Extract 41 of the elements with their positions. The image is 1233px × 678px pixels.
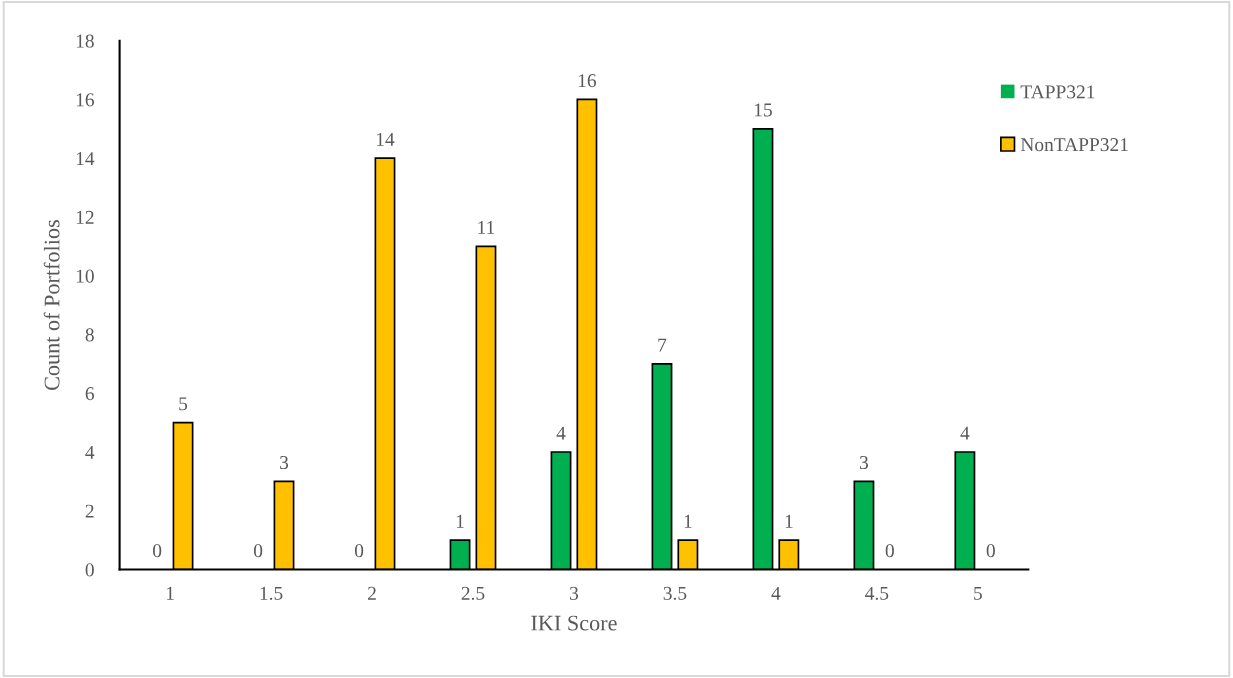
data-label: 0 bbox=[354, 544, 364, 558]
y-tick-label: 4 bbox=[85, 445, 95, 459]
data-label: 15 bbox=[754, 103, 772, 117]
y-tick-label: 12 bbox=[76, 210, 94, 224]
data-label: 4 bbox=[556, 426, 566, 440]
y-tick-label: 6 bbox=[85, 387, 95, 401]
data-label: 0 bbox=[253, 544, 263, 558]
data-label: 3 bbox=[280, 456, 289, 470]
legend-label: NonTAPP321 bbox=[1020, 138, 1128, 152]
y-axis-title: Count of Portfolios bbox=[43, 220, 60, 390]
data-label: 0 bbox=[986, 544, 995, 558]
data-label: 0 bbox=[885, 544, 894, 558]
y-tick-label: 18 bbox=[76, 34, 94, 48]
x-tick-label: 4 bbox=[771, 586, 781, 600]
x-tick-label: 2 bbox=[368, 586, 376, 600]
y-tick-label: 0 bbox=[85, 563, 94, 577]
y-tick-label: 2 bbox=[85, 504, 94, 518]
x-tick-label: 1.5 bbox=[260, 586, 283, 600]
data-label: 5 bbox=[179, 397, 188, 411]
y-tick-label: 8 bbox=[85, 328, 94, 342]
data-label: 7 bbox=[658, 338, 667, 352]
data-label: 1 bbox=[684, 514, 692, 528]
legend-label: TAPP321 bbox=[1020, 85, 1095, 99]
x-tick-label: 4.5 bbox=[865, 586, 889, 600]
y-tick-label: 14 bbox=[76, 152, 95, 165]
x-tick-label: 3 bbox=[570, 586, 579, 600]
data-label: 16 bbox=[578, 74, 597, 88]
data-label: 0 bbox=[153, 544, 162, 558]
data-label: 1 bbox=[785, 514, 793, 528]
x-tick-label: 1 bbox=[166, 586, 174, 600]
x-tick-label: 3.5 bbox=[663, 586, 687, 600]
data-label: 3 bbox=[859, 456, 869, 470]
x-axis-title: IKI Score bbox=[531, 615, 617, 631]
y-tick-label: 16 bbox=[76, 93, 95, 107]
x-tick-label: 2.5 bbox=[461, 586, 485, 600]
y-tick-label: 10 bbox=[76, 269, 94, 283]
data-label: 1 bbox=[456, 514, 464, 528]
data-label: 14 bbox=[376, 132, 395, 146]
data-label: 4 bbox=[960, 426, 970, 440]
data-label: 11 bbox=[478, 221, 495, 234]
x-tick-label: 5 bbox=[974, 586, 982, 600]
